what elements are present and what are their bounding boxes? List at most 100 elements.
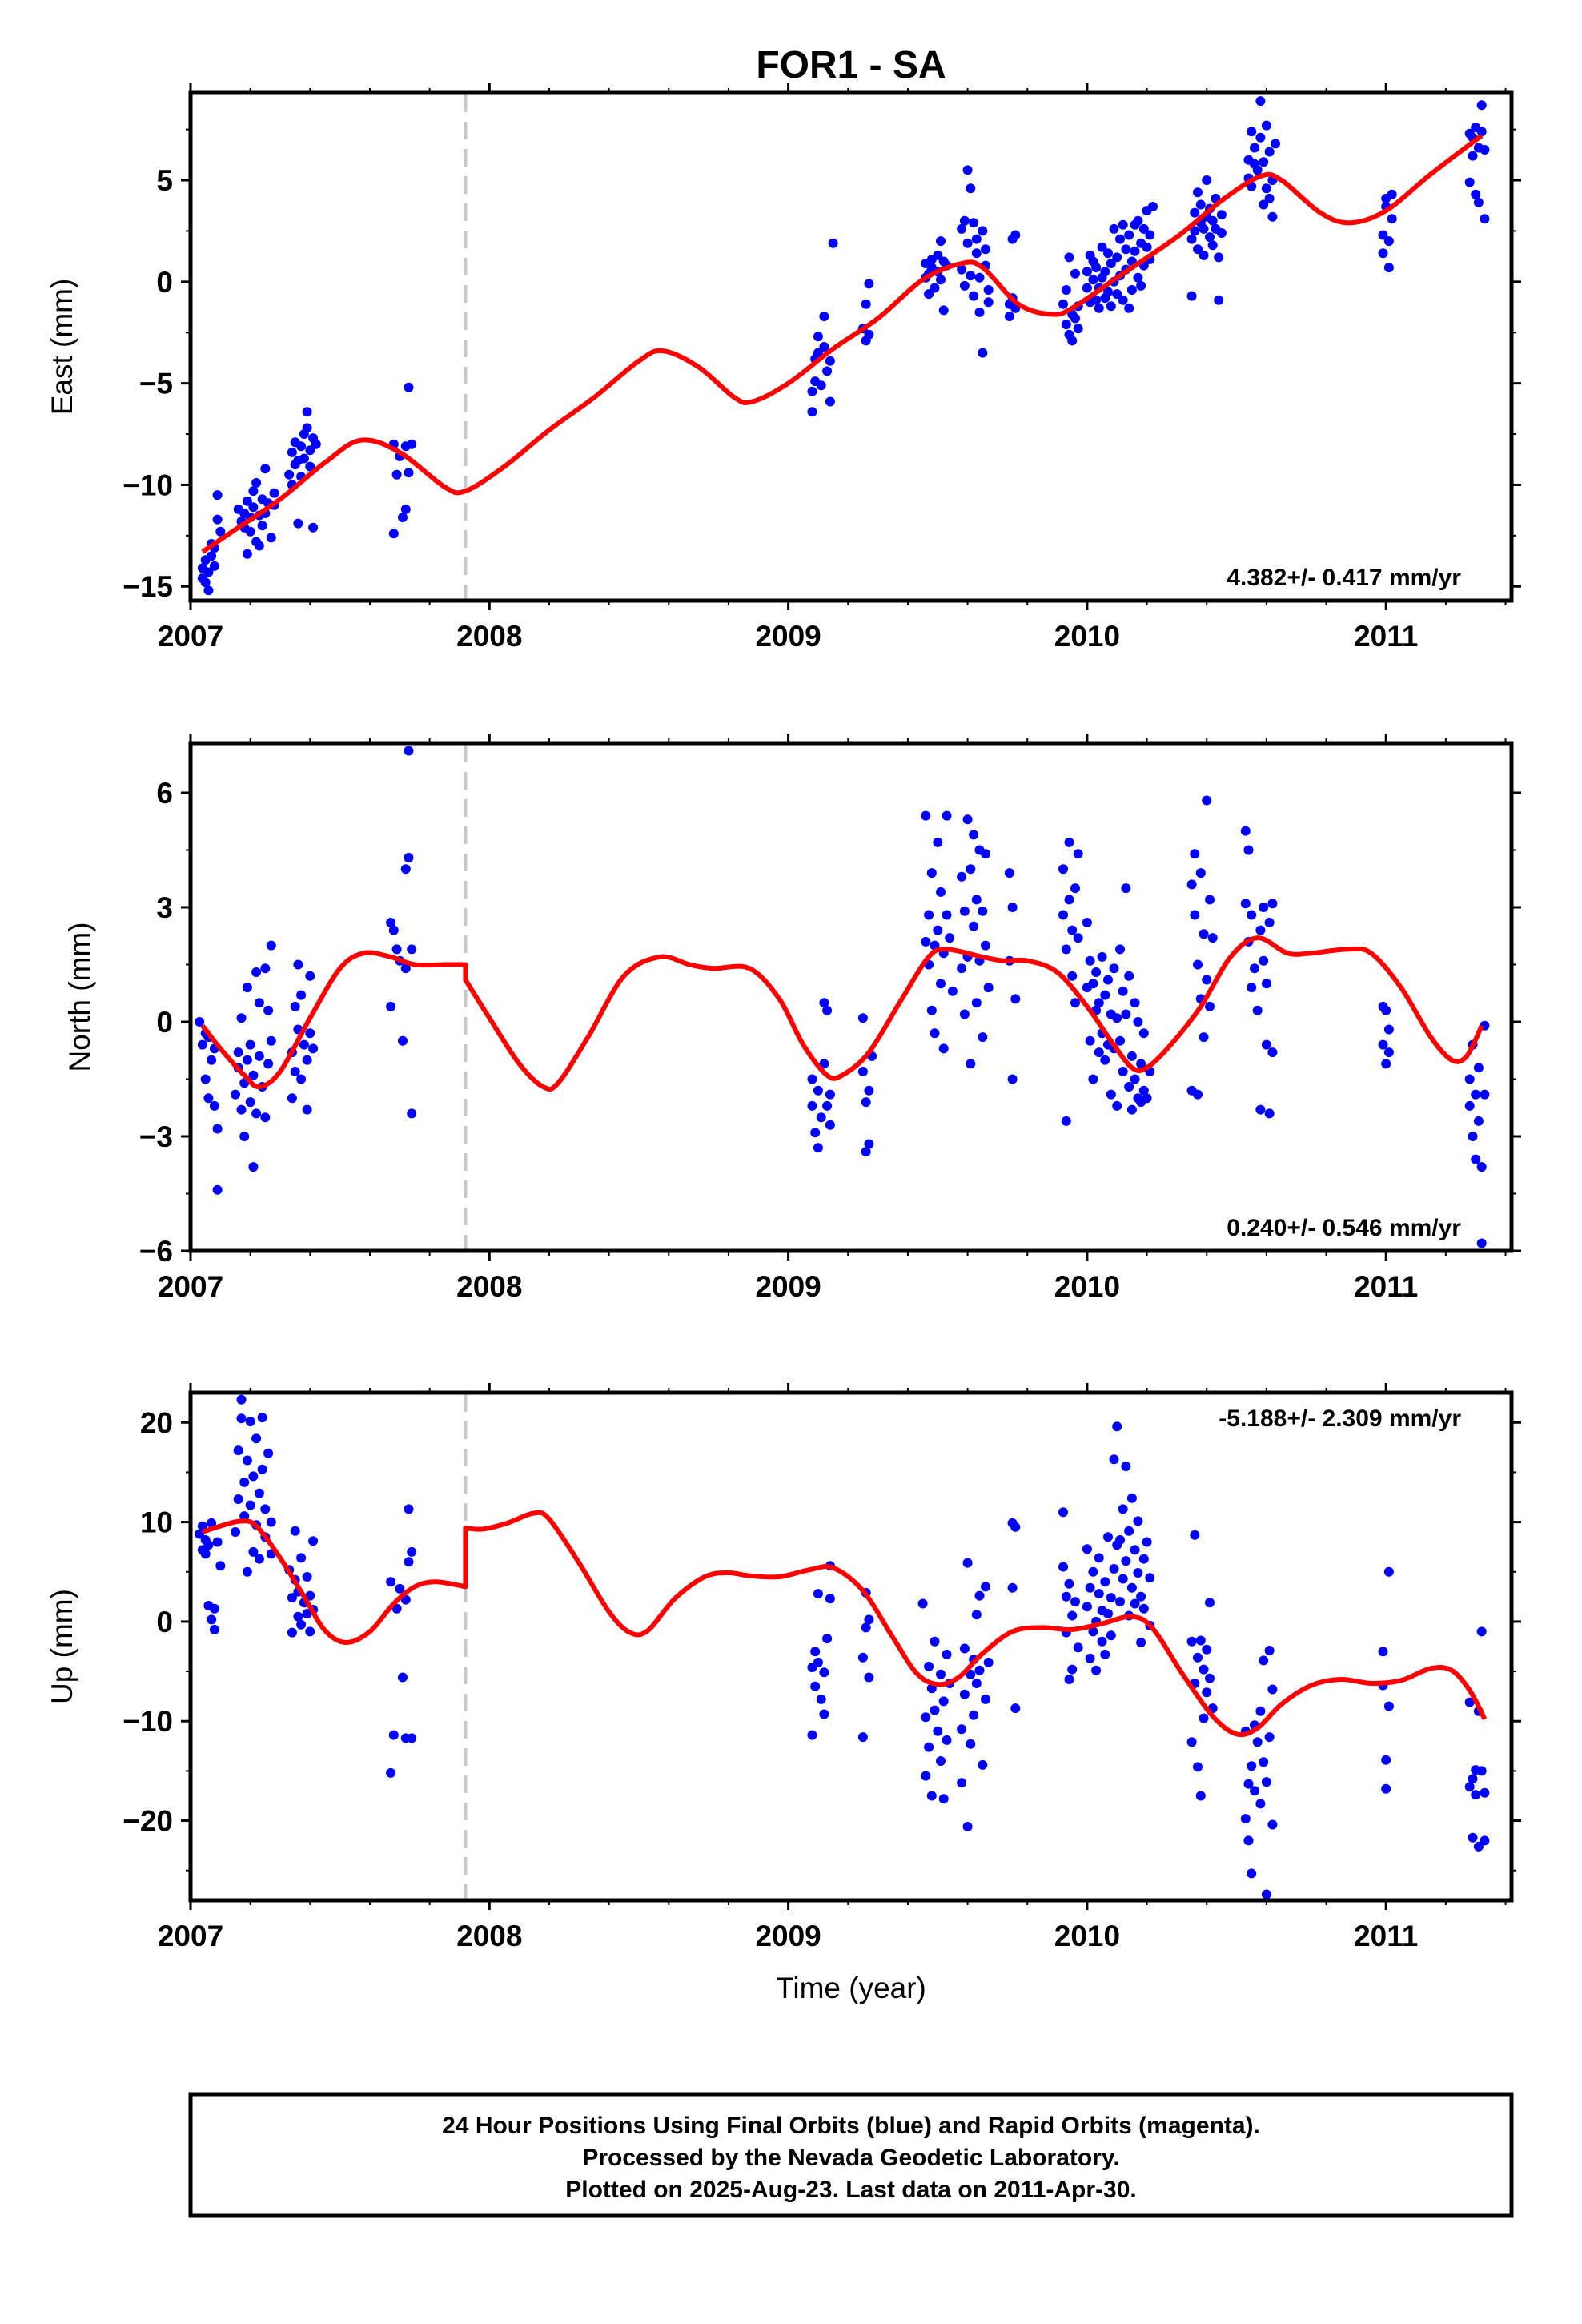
data-point xyxy=(1214,295,1224,305)
data-point xyxy=(983,285,994,295)
data-point xyxy=(1471,1790,1481,1800)
data-point xyxy=(1100,267,1110,277)
data-point xyxy=(1094,1047,1104,1058)
data-point xyxy=(203,585,214,596)
data-point xyxy=(813,348,823,358)
data-point xyxy=(1252,1737,1263,1747)
data-point xyxy=(302,1572,312,1582)
data-point xyxy=(1004,868,1014,879)
data-point xyxy=(1061,320,1071,330)
data-point xyxy=(1010,1703,1021,1714)
data-point xyxy=(245,1500,255,1510)
data-point xyxy=(203,567,214,577)
data-point xyxy=(983,1657,994,1667)
data-point xyxy=(305,971,315,981)
data-point xyxy=(819,998,829,1008)
data-point xyxy=(957,1778,967,1788)
data-point xyxy=(930,1028,940,1039)
data-point xyxy=(290,1001,300,1011)
y-tick-label: 10 xyxy=(140,1506,173,1539)
data-point xyxy=(1264,193,1275,203)
data-point xyxy=(1267,1047,1278,1058)
data-point xyxy=(861,1097,871,1108)
data-point xyxy=(857,1652,868,1663)
data-point xyxy=(1186,1737,1197,1747)
data-point xyxy=(942,810,952,821)
data-point xyxy=(1195,1791,1206,1801)
data-point xyxy=(251,967,262,977)
data-point xyxy=(1136,280,1146,291)
data-point xyxy=(305,1028,315,1039)
data-point xyxy=(1124,230,1134,240)
data-point xyxy=(1193,1762,1203,1772)
data-point xyxy=(1193,1652,1203,1663)
data-point xyxy=(962,1558,973,1568)
data-point xyxy=(1193,959,1203,970)
data-point xyxy=(1186,234,1197,244)
data-point xyxy=(207,1055,217,1065)
data-point xyxy=(1007,903,1018,912)
data-point xyxy=(936,887,946,897)
data-point xyxy=(957,223,967,234)
data-point xyxy=(1193,1089,1203,1100)
data-point xyxy=(813,1143,823,1153)
data-point xyxy=(1073,849,1083,859)
data-point xyxy=(924,1742,934,1752)
data-point xyxy=(296,1074,307,1084)
x-tick-label: 2007 xyxy=(158,620,223,653)
data-point xyxy=(810,1681,821,1691)
data-point xyxy=(308,522,319,533)
x-tick-label: 2008 xyxy=(456,1920,522,1952)
data-point xyxy=(819,1059,829,1069)
data-point xyxy=(1247,1868,1257,1879)
data-point xyxy=(1124,1082,1134,1092)
data-point xyxy=(248,502,259,513)
data-point xyxy=(942,910,952,920)
data-point xyxy=(290,1067,300,1076)
data-point xyxy=(966,183,976,194)
data-point xyxy=(1118,986,1128,996)
data-point xyxy=(1207,215,1218,226)
data-point xyxy=(245,526,255,537)
data-point xyxy=(1202,1687,1212,1698)
data-point xyxy=(1097,242,1107,252)
data-point xyxy=(1207,933,1218,943)
data-point xyxy=(861,1622,871,1633)
data-point xyxy=(1378,230,1388,240)
east-panel: −15 −10 −5 0 5 2007 2008 2009 2010 2011 East (mm) 4… xyxy=(46,83,1521,653)
x-tick-label: 2010 xyxy=(1054,620,1120,653)
data-point xyxy=(1118,295,1128,305)
data-point xyxy=(1267,1684,1278,1695)
data-points xyxy=(197,96,1490,596)
data-point xyxy=(971,248,982,259)
data-point xyxy=(1383,1566,1394,1577)
y-tick-label: −10 xyxy=(122,468,173,501)
data-point xyxy=(302,423,312,433)
data-point xyxy=(1061,944,1071,955)
data-point xyxy=(1383,1701,1394,1711)
data-point xyxy=(1058,910,1068,920)
data-point xyxy=(1148,202,1158,211)
data-point xyxy=(1247,983,1257,993)
y-tick-label: 0 xyxy=(156,266,173,299)
data-point xyxy=(1255,1706,1266,1716)
data-point xyxy=(981,849,990,859)
data-point xyxy=(933,925,943,935)
y-axis-label: Up (mm) xyxy=(46,1589,78,1704)
data-point xyxy=(1115,1035,1125,1046)
data-point xyxy=(822,1005,833,1015)
data-point xyxy=(942,1735,952,1745)
data-point xyxy=(1100,1649,1110,1659)
data-point xyxy=(974,1590,985,1601)
data-point xyxy=(203,1093,214,1104)
data-point xyxy=(1064,895,1074,905)
data-point xyxy=(1103,248,1113,259)
data-point xyxy=(1106,259,1116,268)
data-point xyxy=(822,366,833,376)
data-point xyxy=(1271,139,1281,149)
data-point xyxy=(1255,132,1266,143)
data-point xyxy=(1186,291,1197,301)
x-tick-label: 2009 xyxy=(755,1920,821,1952)
up-panel: −20 −10 0 10 20 2007 2008 2009 2010 2011 Up (mm) -5… xyxy=(46,1383,1521,1952)
data-point xyxy=(257,1413,267,1423)
